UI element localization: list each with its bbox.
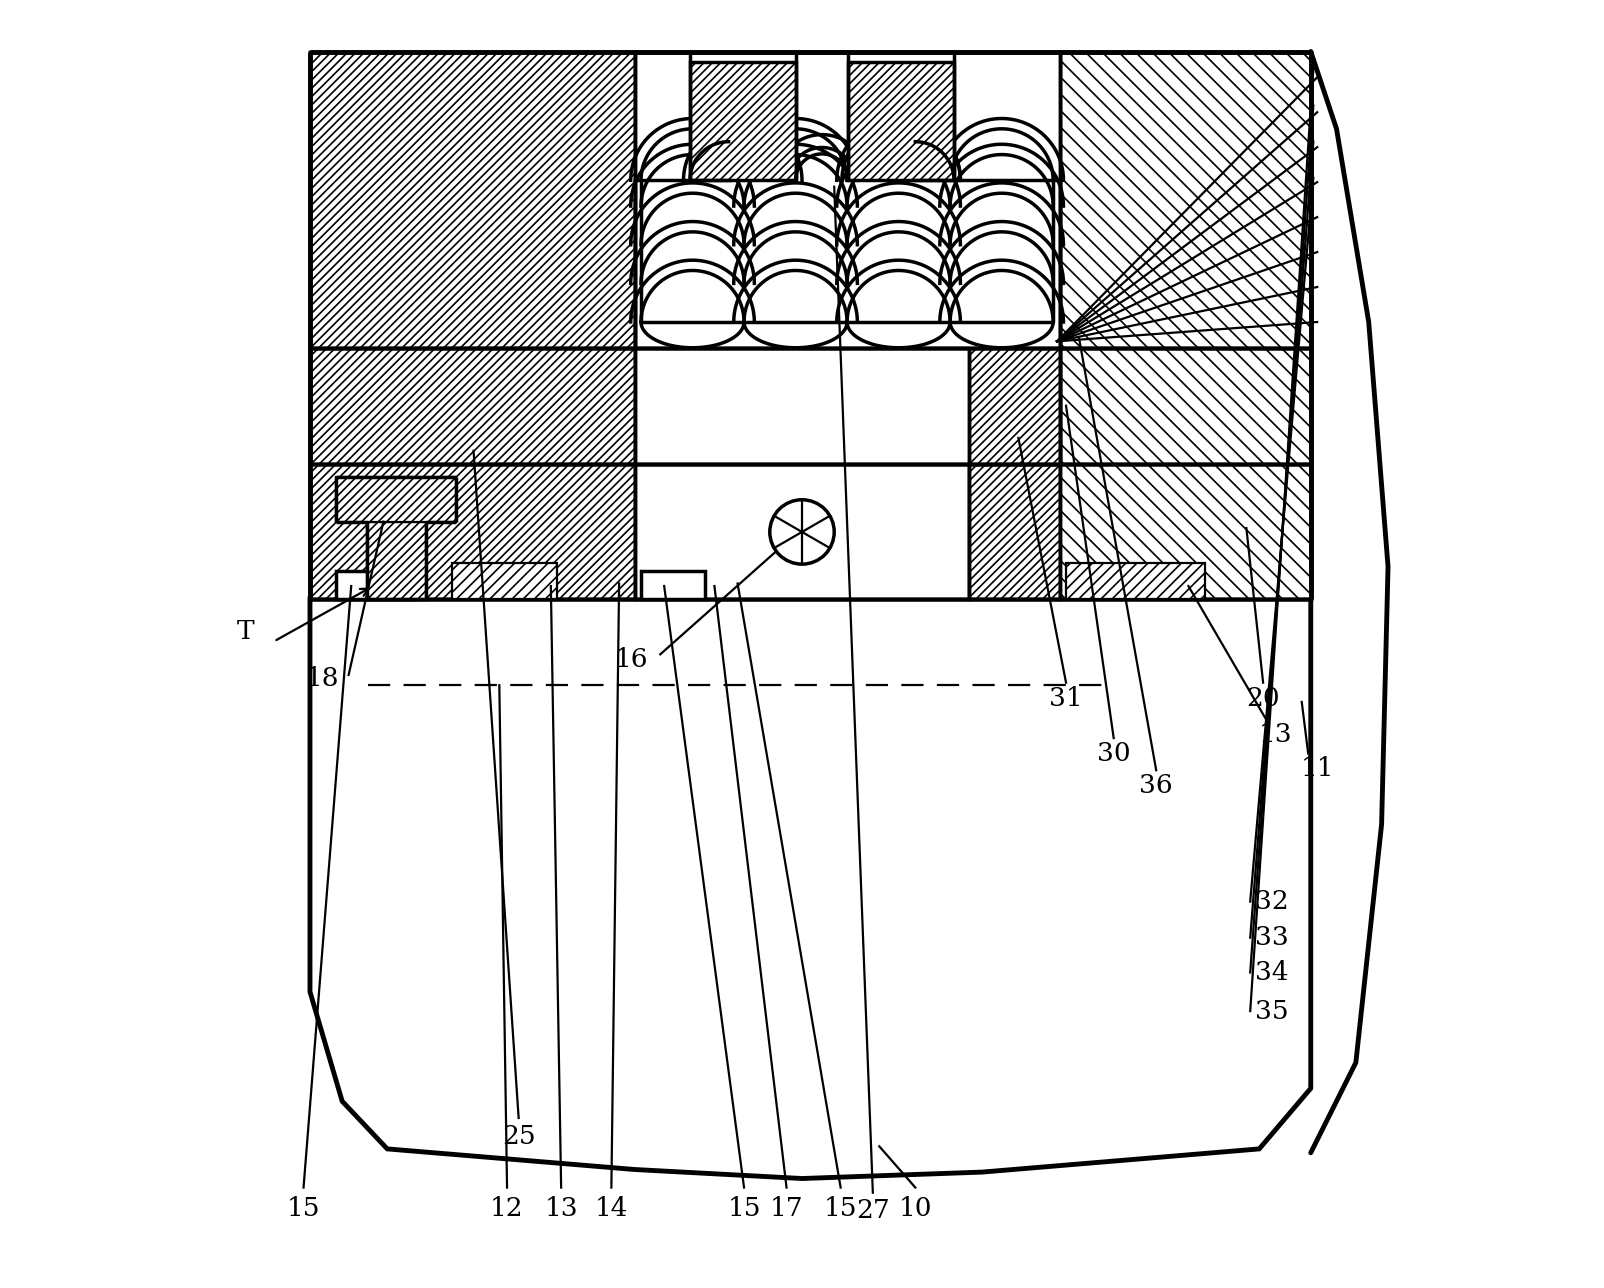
Text: 13: 13 (544, 1195, 577, 1221)
Text: 13: 13 (1259, 721, 1293, 747)
Text: 35: 35 (1256, 998, 1290, 1024)
Circle shape (770, 500, 834, 564)
Text: 18: 18 (306, 666, 340, 692)
Text: 14: 14 (595, 1195, 629, 1221)
Text: 33: 33 (1256, 925, 1290, 951)
Bar (635, 464, 969, 599)
Bar (635, 348, 1060, 464)
Bar (642, 571, 706, 599)
Text: 15: 15 (287, 1195, 321, 1221)
Text: 15: 15 (727, 1195, 760, 1221)
Bar (690, 62, 796, 180)
Text: 34: 34 (1256, 960, 1290, 985)
Polygon shape (310, 599, 1310, 1179)
Text: 20: 20 (1246, 685, 1280, 711)
Bar (310, 464, 1310, 599)
Text: 32: 32 (1256, 889, 1290, 914)
Bar (335, 477, 456, 522)
Bar (452, 563, 557, 599)
Text: 31: 31 (1049, 685, 1083, 711)
Bar (310, 464, 635, 599)
Bar (1060, 464, 1310, 599)
Text: 16: 16 (616, 647, 648, 672)
Text: 11: 11 (1301, 756, 1335, 782)
Text: 10: 10 (898, 1195, 932, 1221)
Bar (969, 464, 1060, 599)
Text: 12: 12 (491, 1195, 525, 1221)
Text: 27: 27 (857, 1198, 890, 1224)
Bar (1067, 563, 1205, 599)
Bar (335, 571, 412, 599)
Text: 36: 36 (1139, 773, 1173, 799)
Text: 15: 15 (824, 1195, 858, 1221)
Text: 30: 30 (1097, 741, 1131, 766)
Bar (367, 522, 427, 599)
Text: 17: 17 (770, 1195, 804, 1221)
Bar (635, 52, 1060, 348)
Bar (310, 52, 635, 348)
Bar (310, 348, 635, 464)
Bar (310, 348, 1310, 464)
Bar (310, 52, 1310, 348)
Text: T: T (237, 618, 255, 644)
Bar (849, 62, 954, 180)
Bar (1060, 52, 1310, 348)
Bar (969, 348, 1060, 464)
Text: 25: 25 (502, 1123, 536, 1149)
Bar (1060, 348, 1310, 464)
